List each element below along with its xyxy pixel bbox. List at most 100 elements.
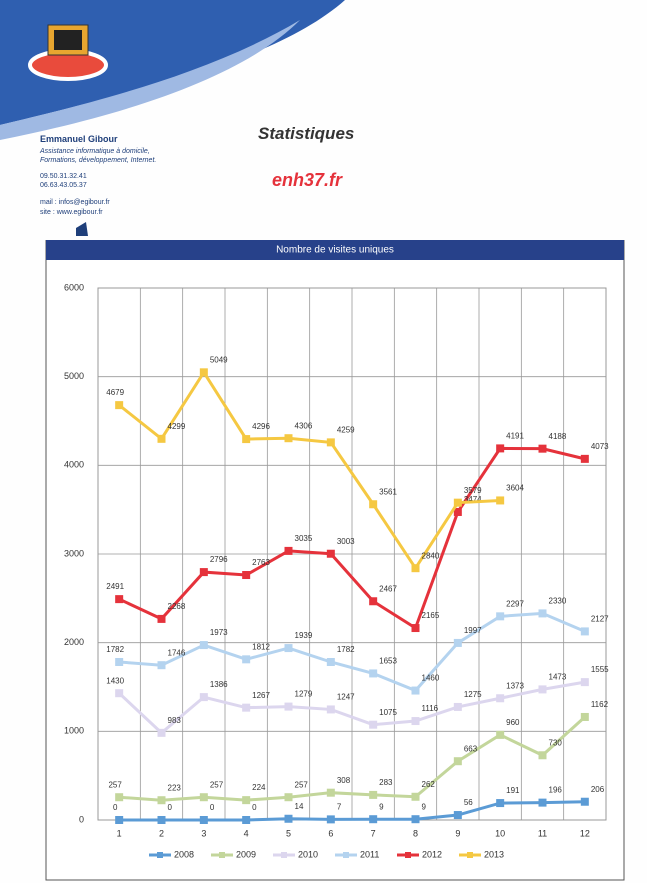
mail: mail : infos@egibour.fr <box>40 198 110 207</box>
point-marker <box>496 694 504 702</box>
data-label: 1939 <box>295 631 313 640</box>
point-marker <box>454 499 462 507</box>
point-marker <box>115 658 123 666</box>
point-marker <box>327 789 335 797</box>
phone: 09.50.31.32.41 <box>40 172 87 181</box>
data-label: 1247 <box>337 693 355 702</box>
point-marker <box>327 658 335 666</box>
point-marker <box>327 438 335 446</box>
y-tick-label: 4000 <box>64 460 84 470</box>
y-tick-label: 2000 <box>64 637 84 647</box>
data-label: 0 <box>113 803 118 812</box>
data-label: 1782 <box>106 645 124 654</box>
data-label: 1430 <box>106 676 124 685</box>
data-label: 9 <box>422 802 427 811</box>
data-label: 3604 <box>506 484 524 493</box>
point-marker <box>369 669 377 677</box>
data-label: 1555 <box>591 665 609 674</box>
point-marker <box>539 445 547 453</box>
point-marker <box>115 595 123 603</box>
legend-marker <box>467 852 473 858</box>
data-label: 4296 <box>252 422 270 431</box>
point-marker <box>327 705 335 713</box>
data-label: 1997 <box>464 626 482 635</box>
data-label: 3579 <box>464 486 482 495</box>
data-label: 257 <box>108 780 122 789</box>
point-marker <box>369 597 377 605</box>
x-tick-label: 3 <box>201 828 206 838</box>
point-marker <box>581 678 589 686</box>
point-marker <box>200 568 208 576</box>
legend-label: 2011 <box>360 849 379 859</box>
data-label: 4299 <box>168 422 186 431</box>
site-name: enh37.fr <box>272 170 342 191</box>
data-label: 2467 <box>379 584 397 593</box>
y-tick-label: 0 <box>79 814 84 824</box>
point-marker <box>115 689 123 697</box>
data-label: 1275 <box>464 690 482 699</box>
legend-label: 2012 <box>422 849 442 859</box>
data-label: 196 <box>549 786 563 795</box>
point-marker <box>496 799 504 807</box>
data-label: 2763 <box>252 558 270 567</box>
data-label: 2491 <box>106 582 124 591</box>
point-marker <box>158 796 166 804</box>
point-marker <box>115 816 123 824</box>
legend-marker <box>405 852 411 858</box>
data-label: 4191 <box>506 432 524 441</box>
data-label: 206 <box>591 785 605 794</box>
data-label: 1279 <box>295 690 313 699</box>
data-label: 224 <box>252 783 266 792</box>
legend-marker <box>281 852 287 858</box>
point-marker <box>496 612 504 620</box>
x-tick-label: 9 <box>455 828 460 838</box>
data-label: 1162 <box>591 700 609 709</box>
point-marker <box>158 615 166 623</box>
data-label: 2268 <box>168 602 186 611</box>
point-marker <box>539 685 547 693</box>
data-label: 1460 <box>422 674 440 683</box>
point-marker <box>242 435 250 443</box>
legend-label: 2009 <box>236 849 256 859</box>
point-marker <box>581 798 589 806</box>
point-marker <box>158 816 166 824</box>
point-marker <box>327 550 335 558</box>
data-label: 0 <box>210 803 215 812</box>
point-marker <box>496 731 504 739</box>
phone: 06.63.43.05.37 <box>40 181 87 190</box>
data-label: 1386 <box>210 680 228 689</box>
point-marker <box>369 721 377 729</box>
point-marker <box>200 693 208 701</box>
point-marker <box>285 703 293 711</box>
data-label: 1812 <box>252 642 270 651</box>
name: Emmanuel Gibour <box>40 135 118 144</box>
logo-mark <box>76 222 88 236</box>
point-marker <box>581 455 589 463</box>
point-marker <box>327 815 335 823</box>
data-label: 257 <box>210 780 224 789</box>
data-label: 4306 <box>295 421 313 430</box>
point-marker <box>242 571 250 579</box>
data-label: 191 <box>506 786 520 795</box>
data-label: 2840 <box>422 551 440 560</box>
point-marker <box>369 815 377 823</box>
heading: Statistiques <box>258 124 354 144</box>
x-tick-label: 5 <box>286 828 291 838</box>
data-label: 1473 <box>549 673 567 682</box>
point-marker <box>285 793 293 801</box>
data-label: 1653 <box>379 657 397 666</box>
data-label: 1116 <box>422 704 439 713</box>
x-tick-label: 8 <box>413 828 418 838</box>
point-marker <box>539 799 547 807</box>
x-tick-label: 7 <box>371 828 376 838</box>
data-label: 4679 <box>106 388 124 397</box>
point-marker <box>115 793 123 801</box>
point-marker <box>412 815 420 823</box>
point-marker <box>412 687 420 695</box>
point-marker <box>285 815 293 823</box>
point-marker <box>158 729 166 737</box>
site: site : www.egibour.fr <box>40 208 103 217</box>
data-label: 663 <box>464 744 478 753</box>
point-marker <box>539 751 547 759</box>
data-label: 14 <box>295 802 304 811</box>
